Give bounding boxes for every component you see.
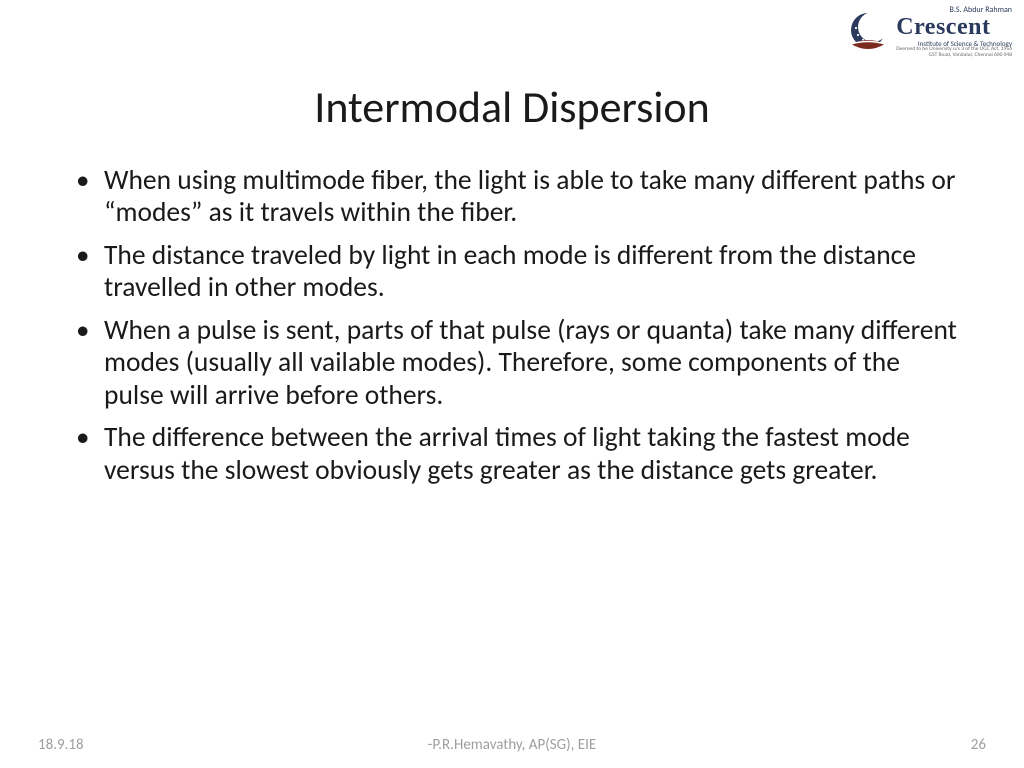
bullet-item: The difference between the arrival times…	[72, 422, 964, 487]
footer-date: 18.9.18	[38, 736, 84, 754]
logo-topline: B.S. Abdur Rahman	[896, 6, 1012, 14]
footer-page: 26	[971, 736, 986, 754]
institution-logo: B.S. Abdur Rahman Crescent Institute of …	[846, 6, 1012, 58]
footer-author: -P.R.Hemavathy, AP(SG), EIE	[0, 736, 1024, 754]
slide-footer: 18.9.18 -P.R.Hemavathy, AP(SG), EIE 26	[0, 736, 1024, 754]
logo-address: GST Road, Vandalur, Chennai 600 048	[896, 53, 1012, 59]
bullet-item: The distance traveled by light in each m…	[72, 240, 964, 305]
bullet-item: When using multimode fiber, the light is…	[72, 165, 964, 230]
bullet-list: When using multimode fiber, the light is…	[72, 165, 964, 487]
logo-wordmark: Crescent	[896, 15, 1012, 39]
slide-body: When using multimode fiber, the light is…	[72, 165, 964, 497]
logo-text-block: B.S. Abdur Rahman Crescent Institute of …	[896, 6, 1012, 58]
bullet-item: When a pulse is sent, parts of that puls…	[72, 315, 964, 412]
crescent-logo-icon	[846, 10, 890, 54]
slide-title: Intermodal Dispersion	[0, 80, 1024, 134]
